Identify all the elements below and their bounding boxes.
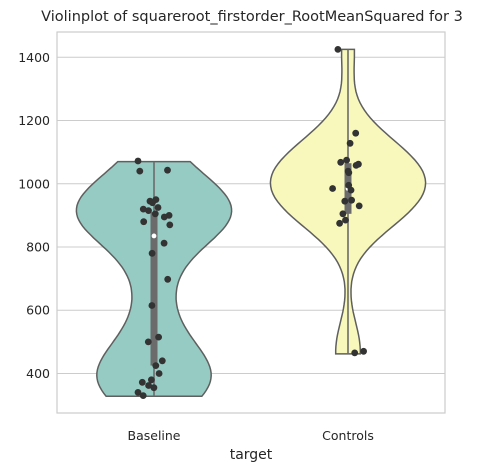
data-point xyxy=(346,139,354,147)
data-point xyxy=(139,392,147,399)
data-point xyxy=(154,204,162,211)
data-point xyxy=(152,362,160,369)
y-tick-label: 400 xyxy=(26,366,50,381)
data-point xyxy=(339,210,347,218)
y-tick-label: 800 xyxy=(26,240,50,255)
data-point xyxy=(148,249,156,257)
y-tick-label: 1400 xyxy=(18,50,50,65)
data-point xyxy=(334,46,342,53)
data-point xyxy=(352,129,360,137)
data-point xyxy=(148,376,155,384)
data-point xyxy=(341,197,349,205)
data-point xyxy=(160,239,168,247)
data-point xyxy=(352,162,360,169)
x-tick-label: Baseline xyxy=(128,428,181,443)
data-point xyxy=(166,221,174,229)
data-point xyxy=(136,167,144,175)
data-point xyxy=(134,389,142,396)
data-point xyxy=(144,338,152,346)
x-tick-labels: Baseline Controls xyxy=(128,428,374,443)
data-point xyxy=(351,349,359,357)
data-points xyxy=(134,46,367,399)
data-point xyxy=(155,333,163,341)
data-point xyxy=(336,219,343,227)
y-tick-label: 1200 xyxy=(18,113,50,128)
data-point xyxy=(342,216,349,224)
data-point xyxy=(138,378,146,386)
data-point xyxy=(164,166,171,174)
iqr-box xyxy=(150,212,158,366)
y-tick-labels: 400 600 800 1000 1200 1400 xyxy=(18,50,50,381)
data-point xyxy=(139,205,147,213)
median-marker xyxy=(151,233,157,239)
data-point xyxy=(343,156,350,164)
data-point xyxy=(148,302,156,309)
data-point xyxy=(151,210,159,218)
data-point xyxy=(345,169,353,177)
data-point xyxy=(329,185,336,192)
data-point xyxy=(149,199,156,207)
x-axis-label: target xyxy=(230,447,273,463)
data-point xyxy=(155,370,163,377)
y-tick-label: 1000 xyxy=(18,176,50,191)
data-point xyxy=(360,347,367,355)
y-tick-label: 600 xyxy=(26,303,50,318)
data-point xyxy=(348,196,355,204)
data-point xyxy=(134,157,142,165)
data-point xyxy=(158,357,166,365)
data-point xyxy=(160,213,168,221)
x-tick-label: Controls xyxy=(322,428,374,443)
data-point xyxy=(145,207,152,215)
data-point xyxy=(150,384,158,392)
data-point xyxy=(355,202,363,210)
plot-frame xyxy=(56,31,446,414)
data-point xyxy=(337,158,345,166)
violins xyxy=(75,48,427,397)
data-point xyxy=(145,382,153,389)
data-point xyxy=(164,275,172,283)
data-point xyxy=(347,186,355,194)
data-point xyxy=(140,218,148,226)
chart-title: Violinplot of squareroot_firstorder_Root… xyxy=(41,9,463,25)
